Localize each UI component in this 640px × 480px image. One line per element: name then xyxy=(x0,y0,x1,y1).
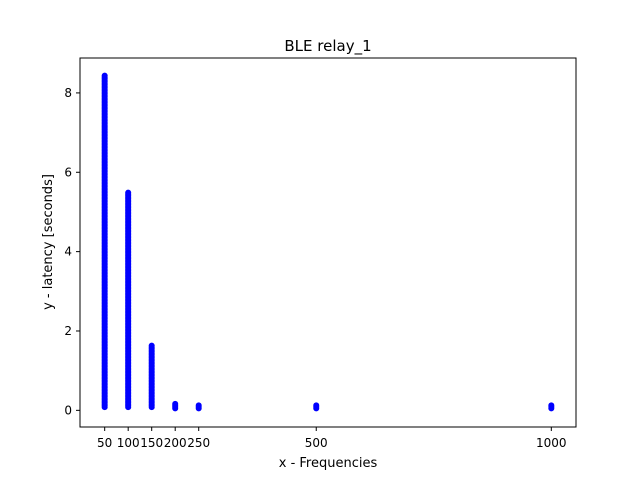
x-tick-label: 100 xyxy=(117,436,140,450)
chart-title: BLE relay_1 xyxy=(284,37,371,56)
x-tick-label: 150 xyxy=(140,436,163,450)
y-tick-label: 4 xyxy=(64,245,72,259)
x-axis-label: x - Frequencies xyxy=(279,456,378,471)
data-point xyxy=(149,343,155,349)
y-tick-label: 8 xyxy=(64,86,72,100)
data-point xyxy=(172,401,178,407)
y-tick-label: 6 xyxy=(64,165,72,179)
data-point xyxy=(196,402,202,408)
y-tick-label: 0 xyxy=(64,403,72,417)
x-tick-label: 200 xyxy=(164,436,187,450)
x-tick-label: 50 xyxy=(97,436,112,450)
data-point xyxy=(102,73,108,79)
data-point xyxy=(313,402,319,408)
x-tick-label: 250 xyxy=(187,436,210,450)
data-point xyxy=(548,402,554,408)
data-point xyxy=(125,190,131,196)
y-tick-label: 2 xyxy=(64,324,72,338)
x-tick-label: 1000 xyxy=(536,436,567,450)
y-axis-label: y - latency [seconds] xyxy=(41,174,56,310)
x-tick-label: 500 xyxy=(305,436,328,450)
